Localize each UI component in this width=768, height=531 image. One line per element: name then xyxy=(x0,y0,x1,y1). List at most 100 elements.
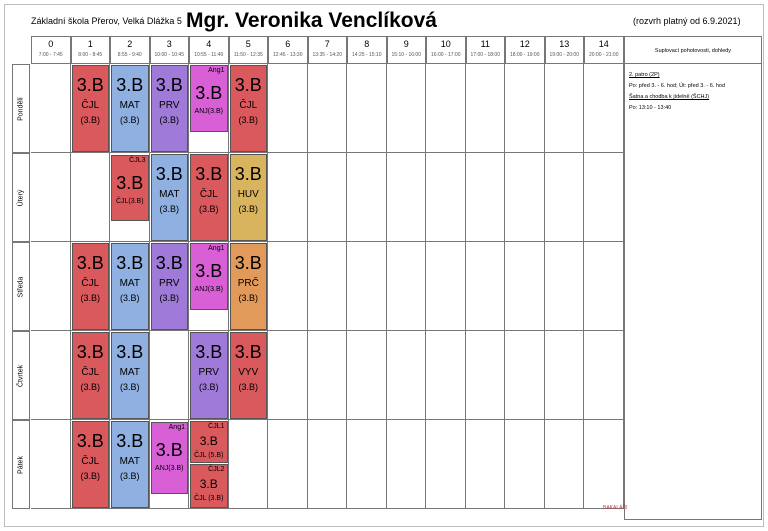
lesson-block[interactable]: 3.B ČJL (3.B) xyxy=(71,332,109,419)
timetable-cell[interactable] xyxy=(110,242,150,331)
lesson-block[interactable]: 3.B PRV (3.B) xyxy=(190,332,228,419)
lesson-block[interactable]: 3.B ČJL (3.B) xyxy=(71,65,109,152)
timetable-cell[interactable] xyxy=(307,242,347,331)
timetable-cell[interactable] xyxy=(189,331,229,420)
lesson-block[interactable]: Ang1 3.B ANJ(3.B) xyxy=(190,65,228,132)
timetable-cell[interactable] xyxy=(189,153,229,242)
timetable-cell[interactable] xyxy=(465,420,505,509)
timetable-cell[interactable] xyxy=(505,331,545,420)
timetable-cell[interactable] xyxy=(70,420,110,509)
timetable-cell[interactable] xyxy=(110,64,150,153)
lesson-block[interactable]: 3.B PRČ (3.B) xyxy=(229,243,267,330)
timetable-cell[interactable] xyxy=(307,153,347,242)
timetable-cell[interactable] xyxy=(189,242,229,331)
timetable-cell[interactable] xyxy=(189,420,229,509)
timetable-cell[interactable] xyxy=(347,242,387,331)
timetable-cell[interactable] xyxy=(505,242,545,331)
timetable-cell[interactable] xyxy=(149,153,189,242)
timetable-cell[interactable] xyxy=(70,242,110,331)
timetable-cell[interactable] xyxy=(31,153,71,242)
timetable-cell[interactable] xyxy=(268,242,308,331)
timetable-cell[interactable] xyxy=(70,331,110,420)
lesson-block[interactable]: ČJL1 3.B ČJL (5.B) xyxy=(190,421,228,463)
timetable-cell[interactable] xyxy=(584,242,624,331)
timetable-cell[interactable] xyxy=(268,64,308,153)
period-header-11: 11 17:00 - 18:00 xyxy=(465,36,505,64)
timetable-cell[interactable] xyxy=(149,331,189,420)
lesson-block[interactable]: 3.B ČJL (3.B) xyxy=(190,154,228,241)
lesson-block[interactable]: ČJL3 3.B ČJL(3.B) xyxy=(111,155,149,221)
timetable-cell[interactable] xyxy=(268,420,308,509)
timetable-cell[interactable] xyxy=(386,420,426,509)
timetable-cell[interactable] xyxy=(465,331,505,420)
timetable-cell[interactable] xyxy=(544,64,584,153)
timetable-cell[interactable] xyxy=(228,153,268,242)
timetable-cell[interactable] xyxy=(70,64,110,153)
timetable-cell[interactable] xyxy=(228,242,268,331)
timetable-cell[interactable] xyxy=(426,153,466,242)
timetable-cell[interactable] xyxy=(110,153,150,242)
timetable-cell[interactable] xyxy=(584,64,624,153)
timetable-cell[interactable] xyxy=(31,242,71,331)
period-header-9: 9 15:10 - 16:00 xyxy=(386,36,426,64)
lesson-block[interactable]: 3.B HUV (3.B) xyxy=(229,154,267,241)
timetable-cell[interactable] xyxy=(386,64,426,153)
timetable-cell[interactable] xyxy=(544,331,584,420)
lesson-block[interactable]: 3.B MAT (3.B) xyxy=(111,332,149,419)
timetable-cell[interactable] xyxy=(307,331,347,420)
timetable-cell[interactable] xyxy=(149,64,189,153)
timetable-cell[interactable] xyxy=(228,420,268,509)
timetable-cell[interactable] xyxy=(544,153,584,242)
timetable-cell[interactable] xyxy=(426,64,466,153)
timetable-cell[interactable] xyxy=(347,420,387,509)
timetable-cell[interactable] xyxy=(544,242,584,331)
timetable-cell[interactable] xyxy=(31,64,71,153)
timetable-cell[interactable] xyxy=(347,64,387,153)
timetable-cell[interactable] xyxy=(228,64,268,153)
lesson-block[interactable]: 3.B ČJL (3.B) xyxy=(71,243,109,330)
lesson-block[interactable]: 3.B ČJL (3.B) xyxy=(71,421,109,508)
timetable-cell[interactable] xyxy=(505,64,545,153)
timetable-cell[interactable] xyxy=(149,242,189,331)
lesson-block[interactable]: 3.B ČJL (3.B) xyxy=(229,65,267,152)
timetable-cell[interactable] xyxy=(228,331,268,420)
timetable-cell[interactable] xyxy=(268,153,308,242)
timetable-cell[interactable] xyxy=(386,153,426,242)
lesson-block[interactable]: 3.B MAT (3.B) xyxy=(150,154,188,241)
timetable-cell[interactable] xyxy=(505,420,545,509)
timetable-cell[interactable] xyxy=(31,331,71,420)
lesson-block[interactable]: 3.B PRV (3.B) xyxy=(150,65,188,152)
lesson-block[interactable]: 3.B MAT (3.B) xyxy=(111,243,149,330)
timetable-cell[interactable] xyxy=(268,331,308,420)
timetable-cell[interactable] xyxy=(465,64,505,153)
timetable-cell[interactable] xyxy=(465,153,505,242)
timetable-cell[interactable] xyxy=(386,331,426,420)
lesson-block[interactable]: 3.B MAT (3.B) xyxy=(111,65,149,152)
timetable-cell[interactable] xyxy=(70,153,110,242)
timetable-cell[interactable] xyxy=(584,153,624,242)
timetable-cell[interactable] xyxy=(347,153,387,242)
timetable-cell[interactable] xyxy=(584,420,624,509)
timetable-cell[interactable] xyxy=(307,420,347,509)
timetable-cell[interactable] xyxy=(307,64,347,153)
timetable-cell[interactable] xyxy=(465,242,505,331)
lesson-block[interactable]: 3.B PRV (3.B) xyxy=(150,243,188,330)
timetable-cell[interactable] xyxy=(31,420,71,509)
lesson-block[interactable]: Ang1 3.B ANJ(3.B) xyxy=(190,243,228,310)
timetable-cell[interactable] xyxy=(544,420,584,509)
timetable-cell[interactable] xyxy=(347,331,387,420)
lesson-block[interactable]: ČJL2 3.B ČJL (3.B) xyxy=(190,464,228,508)
lesson-block[interactable]: 3.B MAT (3.B) xyxy=(111,421,149,508)
timetable-cell[interactable] xyxy=(110,420,150,509)
timetable-cell[interactable] xyxy=(149,420,189,509)
lesson-block[interactable]: Ang1 3.B ANJ(3.B) xyxy=(150,422,188,494)
timetable-cell[interactable] xyxy=(189,64,229,153)
timetable-cell[interactable] xyxy=(426,331,466,420)
timetable-cell[interactable] xyxy=(386,242,426,331)
lesson-block[interactable]: 3.B VYV (3.B) xyxy=(229,332,267,419)
timetable-cell[interactable] xyxy=(426,242,466,331)
timetable-cell[interactable] xyxy=(584,331,624,420)
timetable-cell[interactable] xyxy=(110,331,150,420)
timetable-cell[interactable] xyxy=(505,153,545,242)
timetable-cell[interactable] xyxy=(426,420,466,509)
